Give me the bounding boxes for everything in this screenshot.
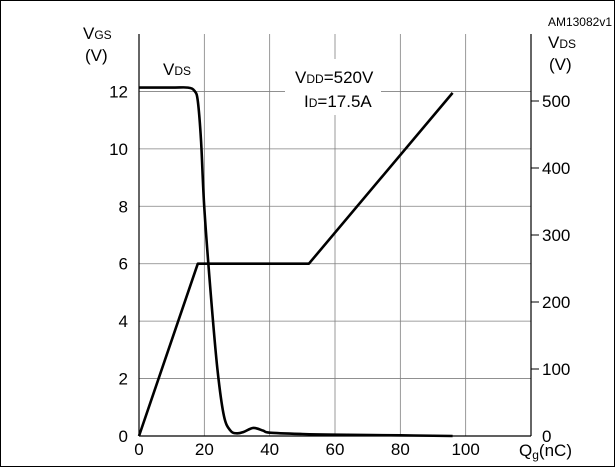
y-left-tick-label: 2 (119, 370, 128, 389)
y-right-tick-label: 200 (542, 293, 570, 312)
x-axis-label: Qg(nC) (519, 441, 572, 462)
y-left-tick-label: 8 (119, 197, 128, 216)
vdd-annotation: VDD=520V (295, 68, 374, 87)
x-tick-label: 40 (260, 440, 279, 459)
series-line-vds (139, 86, 453, 438)
y-right-tick-label: 500 (542, 92, 570, 111)
x-tick-label: 80 (391, 440, 410, 459)
tick-labels: 0 20 40 60 80 100 0 2 4 6 8 10 12 0 100 200 300 400 500 (109, 82, 570, 459)
series-lines (137, 86, 454, 438)
annotation-background (285, 59, 381, 115)
y-left-tick-label: 6 (119, 255, 128, 274)
series-line-vgs (137, 92, 454, 437)
y-right-axis-unit: (V) (549, 55, 572, 74)
y-left-tick-label: 0 (119, 427, 128, 446)
x-tick-label: 0 (134, 440, 143, 459)
axes (138, 34, 532, 437)
y-left-tick-label: 4 (119, 312, 128, 331)
series-label-vds: VDS (163, 60, 191, 79)
y-left-tick-label: 12 (109, 82, 128, 101)
x-tick-label: 20 (195, 440, 214, 459)
y-right-tick-label: 100 (542, 360, 570, 379)
y-right-tick-label: 300 (542, 226, 570, 245)
y-right-tick-label: 400 (542, 159, 570, 178)
conditions-annotation: VDD=520V ID=17.5A (285, 59, 381, 115)
y-left-axis-label: VGS (83, 24, 112, 43)
y-right-tick-label: 0 (542, 427, 551, 446)
figure-id: AM13082v1 (548, 15, 612, 29)
y-right-axis-label: VDS (548, 33, 576, 52)
x-tick-label: 60 (326, 440, 345, 459)
id-annotation: ID=17.5A (304, 92, 372, 111)
y-left-axis-unit: (V) (85, 46, 108, 65)
y-left-tick-label: 10 (109, 140, 128, 159)
x-tick-label: 100 (451, 440, 479, 459)
